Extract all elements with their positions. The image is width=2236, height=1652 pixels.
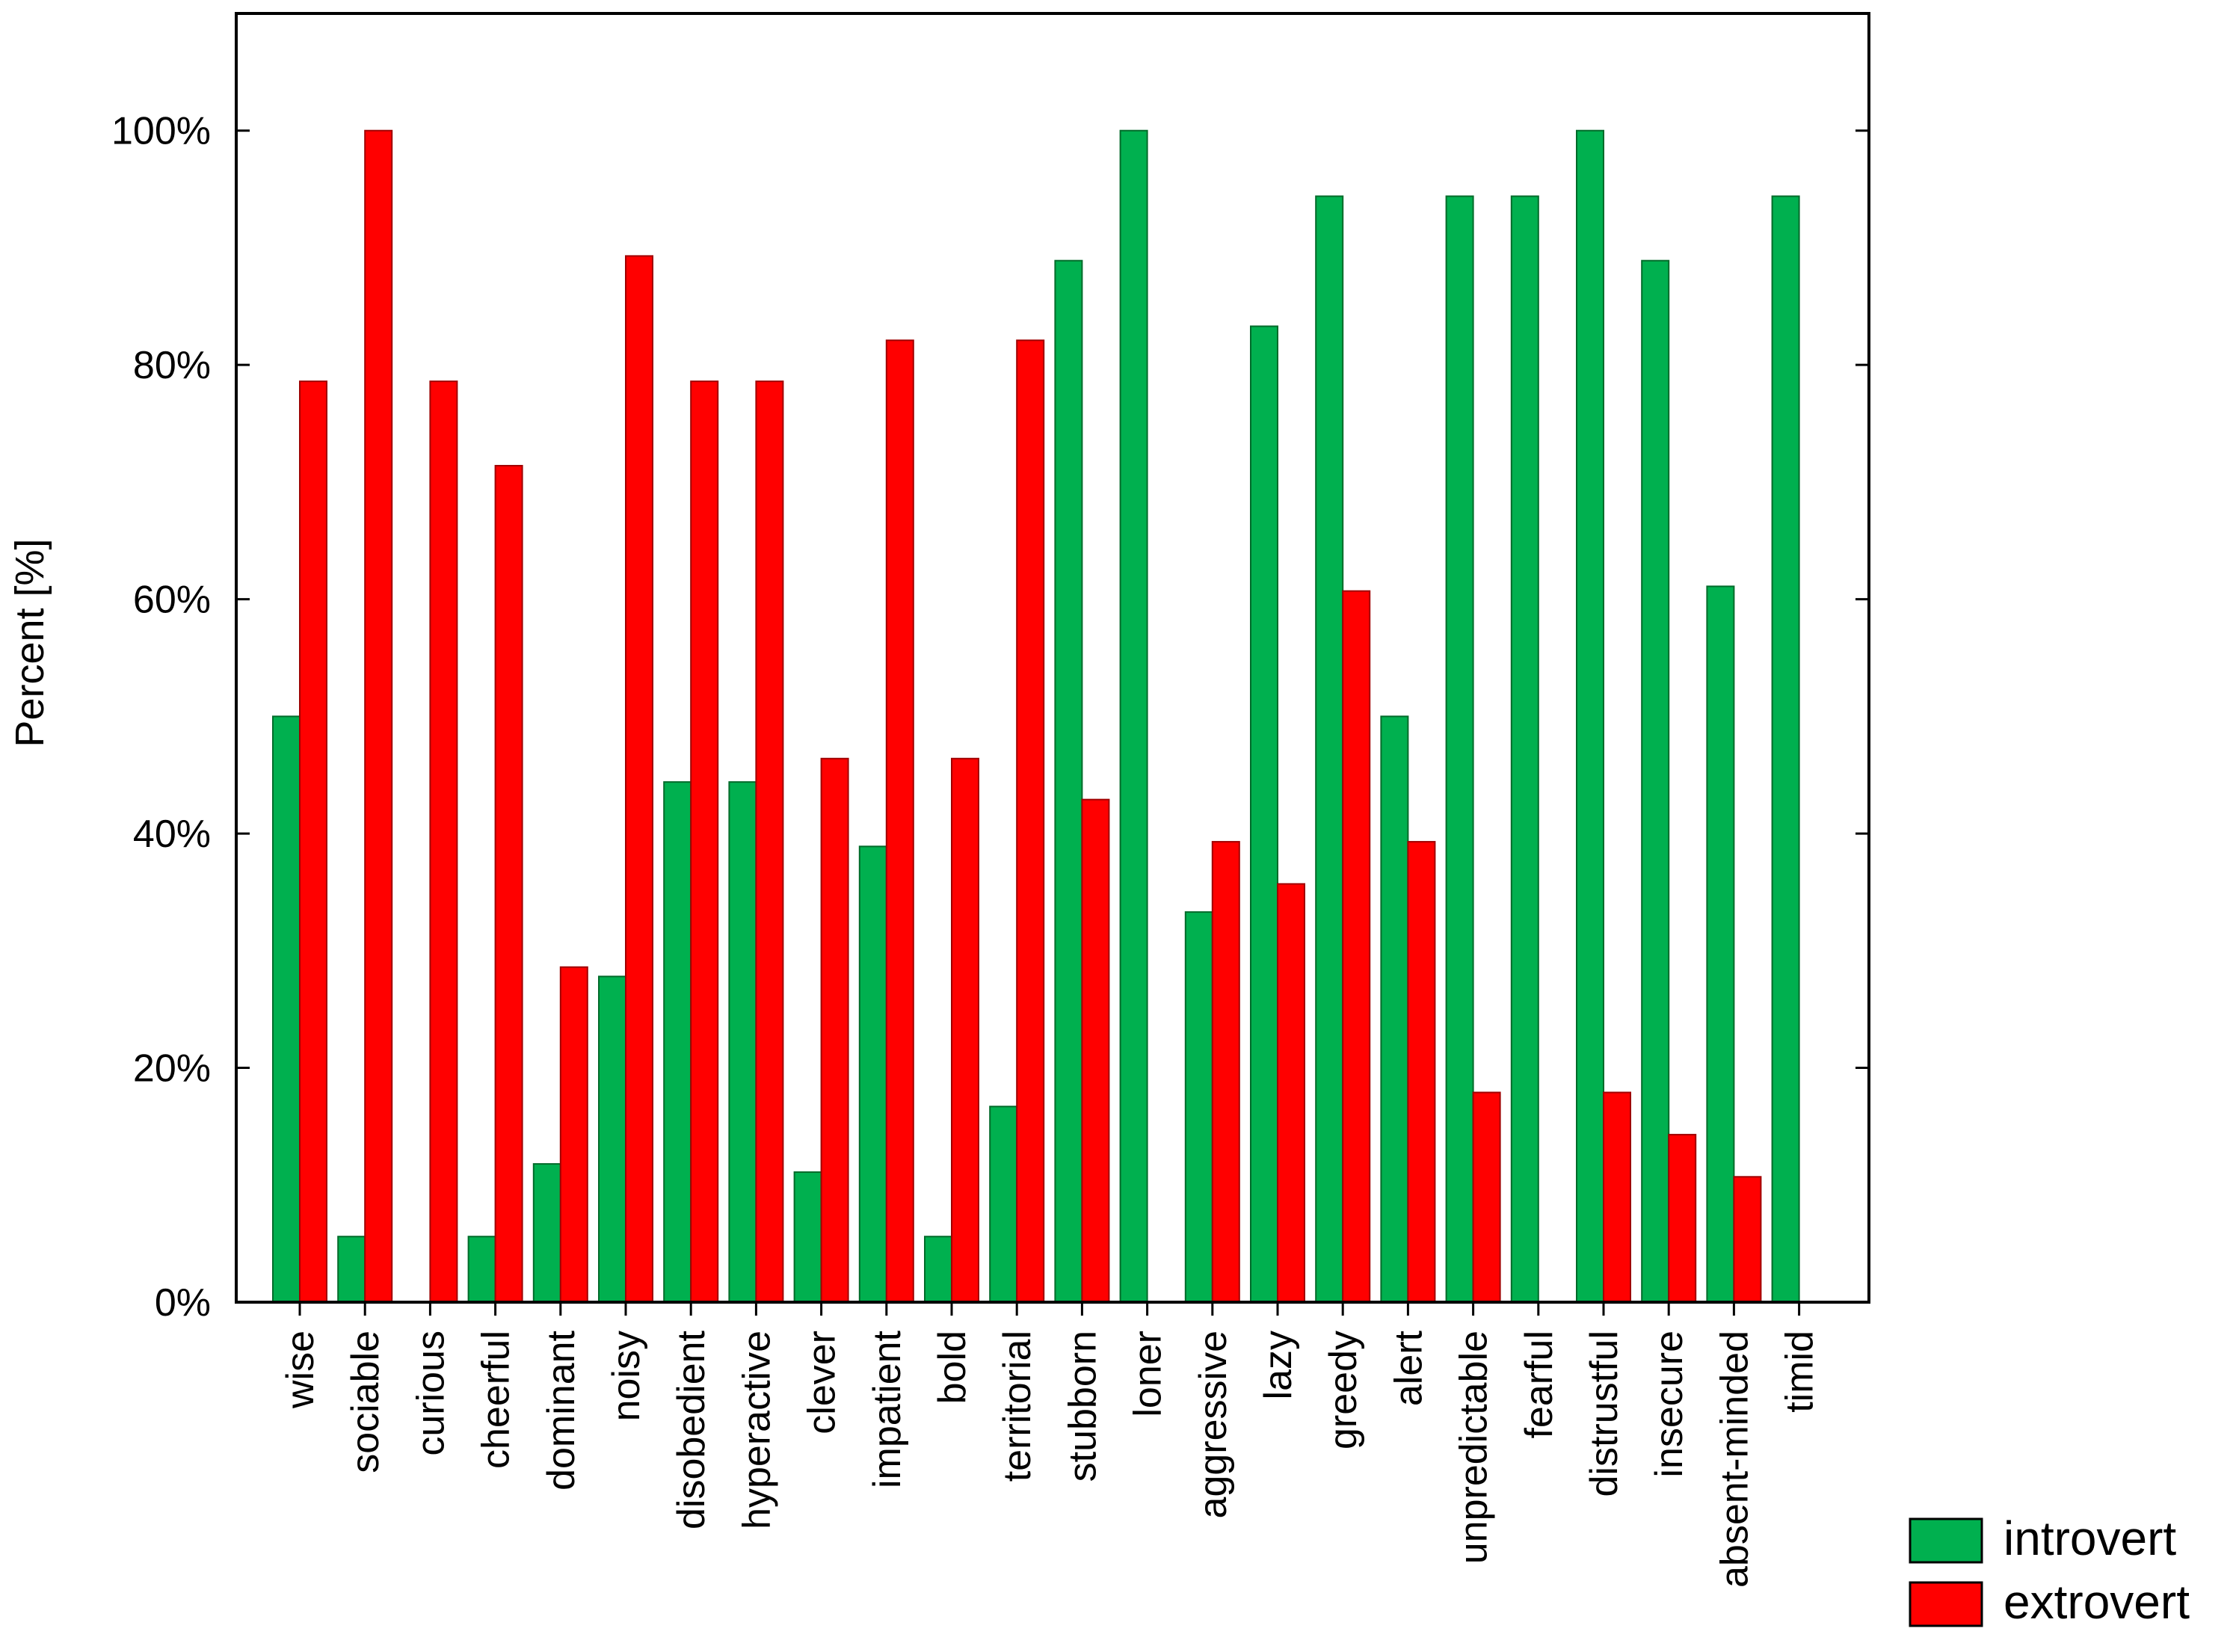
bar-extrovert-noisy: [625, 255, 653, 1304]
bar-extrovert-bold: [951, 757, 979, 1303]
x-tick-label-disobedient: disobedient: [670, 1330, 713, 1529]
x-tick-label-clever: clever: [801, 1331, 844, 1434]
x-tick-label-curious: curious: [409, 1331, 452, 1456]
bar-introvert-stubborn: [1054, 259, 1083, 1303]
bar-extrovert-lazy: [1277, 883, 1305, 1303]
legend-swatch-extrovert: [1909, 1581, 1983, 1627]
x-tick-label-greedy: greedy: [1322, 1331, 1365, 1449]
bar-introvert-absent-minded: [1706, 585, 1735, 1303]
x-tick-label-dominant: dominant: [540, 1330, 583, 1490]
y-tick-label: 20%: [133, 1047, 211, 1091]
x-tick-label-absent-minded: absent-minded: [1713, 1331, 1756, 1588]
legend-label-extrovert: extrovert: [2004, 1575, 2190, 1629]
bar-introvert-timid: [1771, 195, 1800, 1304]
bar-introvert-bold: [924, 1236, 952, 1304]
y-tick-label: 0%: [155, 1281, 211, 1325]
x-tick-label-bold: bold: [931, 1331, 974, 1404]
bar-introvert-distrustful: [1576, 129, 1604, 1303]
bar-extrovert-alert: [1407, 841, 1436, 1303]
bar-introvert-impatient: [858, 845, 887, 1303]
bar-introvert-sociable: [337, 1236, 366, 1304]
x-tick-label-distrustful: distrustful: [1583, 1331, 1626, 1497]
y-tick-label: 40%: [133, 813, 211, 856]
x-tick-label-cheerful: cheerful: [475, 1331, 518, 1469]
bar-extrovert-insecure: [1668, 1133, 1697, 1303]
x-tick-label-noisy: noisy: [605, 1331, 648, 1421]
bar-introvert-wise: [272, 715, 301, 1303]
x-tick-label-insecure: insecure: [1648, 1331, 1691, 1478]
bar-introvert-aggressive: [1184, 911, 1213, 1303]
y-tick-label: 100%: [111, 110, 211, 153]
x-tick-label-fearful: fearful: [1518, 1331, 1561, 1439]
plot-frame: [235, 12, 1870, 1304]
bar-extrovert-aggressive: [1211, 841, 1240, 1303]
bar-introvert-disobedient: [663, 781, 692, 1303]
x-tick-label-territorial: territorial: [996, 1331, 1039, 1482]
x-tick-label-stubborn: stubborn: [1061, 1331, 1104, 1482]
bar-extrovert-impatient: [885, 339, 914, 1304]
bar-extrovert-sociable: [364, 129, 393, 1303]
x-tick-label-hyperactive: hyperactive: [735, 1331, 778, 1529]
y-axis-label: Percent [%]: [7, 538, 52, 747]
bar-introvert-fearful: [1510, 195, 1539, 1304]
bar-extrovert-curious: [429, 380, 458, 1303]
bar-extrovert-distrustful: [1603, 1091, 1631, 1303]
bar-extrovert-disobedient: [690, 380, 719, 1303]
x-tick-label-unpredictable: unpredictable: [1453, 1331, 1496, 1564]
bar-introvert-territorial: [989, 1106, 1018, 1304]
bar-introvert-lazy: [1250, 325, 1278, 1304]
x-tick-label-aggressive: aggressive: [1192, 1331, 1235, 1518]
y-tick-label: 80%: [133, 344, 211, 387]
bar-introvert-hyperactive: [728, 781, 757, 1303]
bar-extrovert-hyperactive: [755, 380, 784, 1303]
bar-extrovert-dominant: [559, 966, 588, 1303]
x-tick-label-wise: wise: [279, 1331, 322, 1409]
bar-introvert-greedy: [1315, 195, 1344, 1304]
x-tick-label-alert: alert: [1387, 1330, 1430, 1406]
bar-extrovert-stubborn: [1081, 798, 1110, 1303]
bar-extrovert-clever: [820, 757, 849, 1303]
x-tick-label-loner: loner: [1127, 1331, 1170, 1417]
bar-introvert-cheerful: [467, 1236, 496, 1304]
bar-extrovert-territorial: [1016, 339, 1045, 1304]
bar-introvert-insecure: [1641, 259, 1670, 1303]
bar-introvert-noisy: [598, 976, 626, 1304]
bar-extrovert-unpredictable: [1472, 1091, 1501, 1303]
x-tick-label-timid: timid: [1778, 1331, 1822, 1413]
bar-introvert-dominant: [532, 1163, 561, 1303]
bar-introvert-clever: [793, 1171, 822, 1303]
bar-introvert-loner: [1119, 129, 1148, 1303]
legend-label-introvert: introvert: [2004, 1511, 2176, 1565]
bar-extrovert-cheerful: [494, 464, 523, 1303]
bar-introvert-unpredictable: [1445, 195, 1474, 1304]
x-tick-label-lazy: lazy: [1257, 1331, 1300, 1399]
y-tick-label: 60%: [133, 579, 211, 622]
bar-extrovert-wise: [299, 380, 327, 1303]
x-tick-label-sociable: sociable: [344, 1331, 387, 1473]
legend-swatch-introvert: [1909, 1517, 1983, 1564]
bar-introvert-alert: [1380, 715, 1409, 1303]
bar-extrovert-absent-minded: [1733, 1176, 1762, 1303]
x-tick-label-impatient: impatient: [866, 1330, 909, 1488]
bar-extrovert-greedy: [1342, 590, 1371, 1303]
legend: introvert extrovert: [1909, 1511, 2190, 1629]
